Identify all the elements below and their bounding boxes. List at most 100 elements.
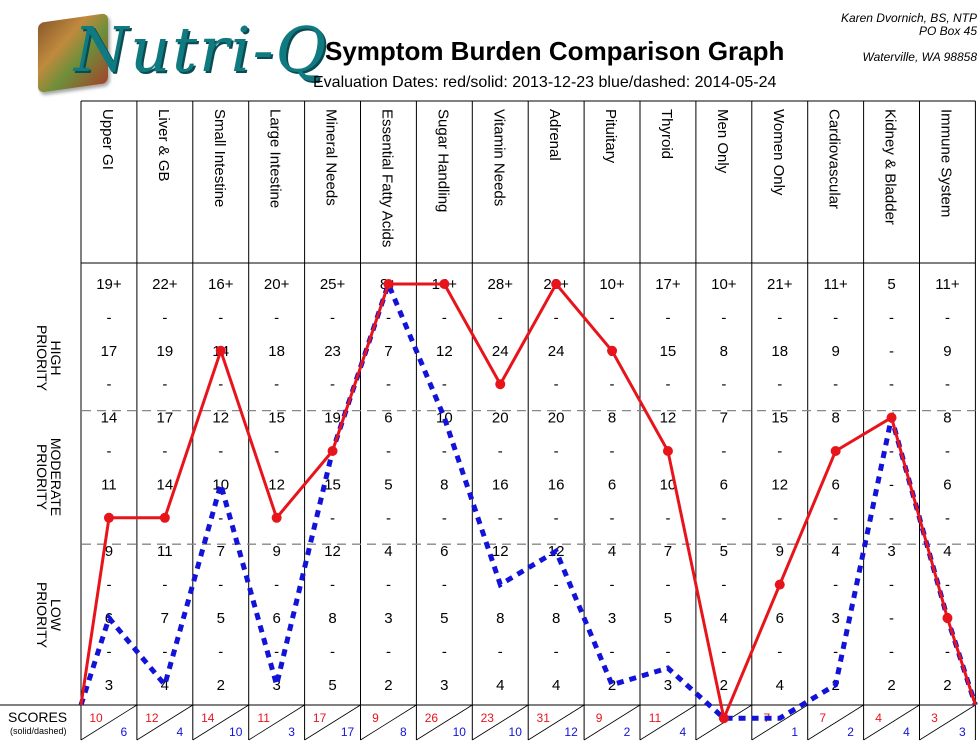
scale-tick-label: - xyxy=(777,309,782,326)
scale-tick-label: - xyxy=(833,309,838,326)
scale-tick-label: - xyxy=(610,443,615,460)
scale-tick-label: 9 xyxy=(831,343,839,360)
scale-tick-label: - xyxy=(721,643,726,660)
data-point-red xyxy=(886,412,897,423)
score-blue: 4 xyxy=(680,725,687,739)
scale-tick-label: 10+ xyxy=(711,276,737,293)
scale-tick-label: 9 xyxy=(776,543,784,560)
score-cell-diagonal xyxy=(751,704,808,741)
scale-tick-label: - xyxy=(889,309,894,326)
scale-tick-label: - xyxy=(274,443,279,460)
scale-tick-label: 3 xyxy=(831,610,839,627)
scale-tick-label: - xyxy=(833,643,838,660)
category-label: Small Intestine xyxy=(211,109,228,207)
scale-tick-label: 9 xyxy=(943,343,951,360)
scale-tick-label: - xyxy=(721,376,726,393)
score-red: 11 xyxy=(649,711,662,725)
scale-tick-label: - xyxy=(162,309,167,326)
scale-tick-label: 10 xyxy=(212,476,229,493)
scale-tick-label: 5 xyxy=(720,543,728,560)
scale-tick-label: - xyxy=(610,309,615,326)
scale-tick-label: - xyxy=(610,577,615,594)
scale-tick-label: - xyxy=(889,510,894,527)
scale-tick-label: 6 xyxy=(440,543,448,560)
score-blue: 2 xyxy=(624,725,631,739)
scale-tick-label: 11+ xyxy=(935,276,960,293)
scale-tick-label: - xyxy=(665,376,670,393)
score-cell-diagonal xyxy=(639,704,697,741)
scale-tick-label: 12 xyxy=(324,543,341,560)
scale-tick-label: - xyxy=(442,510,447,527)
scale-tick-label: - xyxy=(945,643,950,660)
scores-sublabel: (solid/dashed) xyxy=(10,726,67,736)
scale-tick-label: 22+ xyxy=(152,276,178,293)
score-blue: 3 xyxy=(959,725,966,739)
scale-tick-label: 3 xyxy=(384,610,392,627)
scale-tick-label: - xyxy=(106,309,111,326)
scale-tick-label: - xyxy=(721,510,726,527)
scale-tick-label: - xyxy=(889,577,894,594)
zone-label-low: LOW PRIORITY xyxy=(34,581,64,649)
scale-tick-label: 10+ xyxy=(599,276,625,293)
scale-tick-label: 8 xyxy=(496,610,504,627)
scale-tick-label: - xyxy=(330,577,335,594)
score-red: 4 xyxy=(875,711,882,725)
scale-tick-label: - xyxy=(442,309,447,326)
scale-tick-label: - xyxy=(162,376,167,393)
category-label: Women Only xyxy=(770,109,787,196)
scale-tick-label: 8 xyxy=(440,476,448,493)
score-blue: 17 xyxy=(341,725,355,739)
scale-tick-label: - xyxy=(274,376,279,393)
scale-tick-label: 12 xyxy=(492,543,509,560)
score-cell-diagonal xyxy=(192,704,249,741)
scale-tick-label: 7 xyxy=(664,543,672,560)
scale-tick-label: 6 xyxy=(384,410,392,427)
scale-tick-label: - xyxy=(162,643,167,660)
scale-tick-label: - xyxy=(889,476,894,493)
scale-tick-label: 3 xyxy=(440,677,448,694)
scale-tick-label: 17 xyxy=(157,410,174,427)
score-red: 7 xyxy=(819,711,826,725)
scale-tick-label: 16 xyxy=(492,476,509,493)
scale-tick-label: 20 xyxy=(492,410,509,427)
scale-tick-label: 3 xyxy=(608,610,616,627)
category-label: Kidney & Bladder xyxy=(882,109,899,225)
score-cell-diagonal xyxy=(863,704,920,741)
scale-tick-label: - xyxy=(386,443,391,460)
scale-tick-label: - xyxy=(665,643,670,660)
scale-tick-label: 5 xyxy=(440,610,448,627)
data-point-red xyxy=(383,279,394,289)
score-cell-diagonal xyxy=(416,704,473,741)
score-red: 23 xyxy=(481,711,495,725)
data-point-red xyxy=(551,279,562,289)
address-line-1: PO Box 45 xyxy=(918,24,977,38)
scale-tick-label: - xyxy=(777,510,782,527)
scale-tick-label: - xyxy=(833,577,838,594)
scale-tick-label: - xyxy=(386,376,391,393)
scale-tick-label: - xyxy=(330,643,335,660)
scale-tick-label: 19 xyxy=(324,410,341,427)
practitioner-name: Karen Dvornich, BS, NTP xyxy=(840,11,977,25)
data-point-red xyxy=(495,379,506,390)
scale-tick-label: 14 xyxy=(101,410,118,427)
scale-tick-label: - xyxy=(554,376,559,393)
score-cell-diagonal xyxy=(919,704,976,741)
scale-tick-label: - xyxy=(945,376,950,393)
score-blue: 4 xyxy=(903,725,910,739)
scale-tick-label: 16 xyxy=(548,476,565,493)
category-label: Mineral Needs xyxy=(323,109,340,206)
score-blue: 3 xyxy=(288,725,295,739)
scale-tick-label: 3 xyxy=(272,677,280,694)
scale-tick-label: 4 xyxy=(384,543,392,560)
scale-tick-label: 7 xyxy=(384,343,392,360)
scale-tick-label: - xyxy=(721,443,726,460)
scale-tick-label: 11 xyxy=(157,543,173,560)
score-red: 17 xyxy=(313,711,327,725)
score-red: 9 xyxy=(596,711,603,725)
scale-tick-label: 9 xyxy=(272,543,280,560)
scale-tick-label: 12 xyxy=(212,410,229,427)
scale-tick-label: - xyxy=(945,510,950,527)
scale-tick-label: - xyxy=(721,577,726,594)
scale-tick-label: - xyxy=(777,643,782,660)
scale-tick-label: - xyxy=(889,343,894,360)
